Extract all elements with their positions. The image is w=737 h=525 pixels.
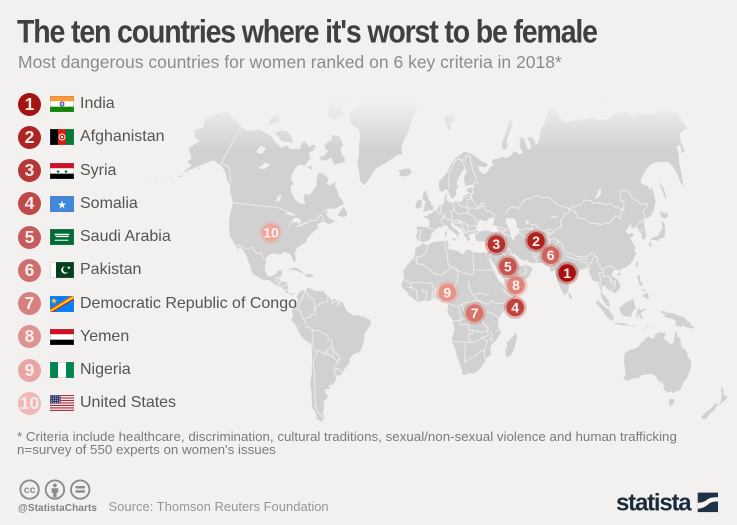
svg-text:6: 6 <box>547 247 555 263</box>
svg-text:5: 5 <box>504 258 512 274</box>
svg-text:9: 9 <box>443 284 451 300</box>
svg-text:4: 4 <box>511 299 519 315</box>
svg-text:8: 8 <box>512 277 520 293</box>
svg-text:7: 7 <box>471 305 479 321</box>
svg-text:1: 1 <box>563 265 571 281</box>
svg-text:10: 10 <box>263 224 279 240</box>
svg-text:3: 3 <box>492 236 500 252</box>
svg-text:cc: cc <box>24 484 36 496</box>
svg-text:2: 2 <box>532 233 540 249</box>
svg-text:statista: statista <box>616 490 692 516</box>
